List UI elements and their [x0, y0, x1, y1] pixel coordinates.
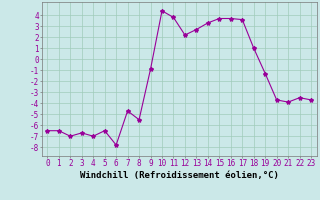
X-axis label: Windchill (Refroidissement éolien,°C): Windchill (Refroidissement éolien,°C): [80, 171, 279, 180]
